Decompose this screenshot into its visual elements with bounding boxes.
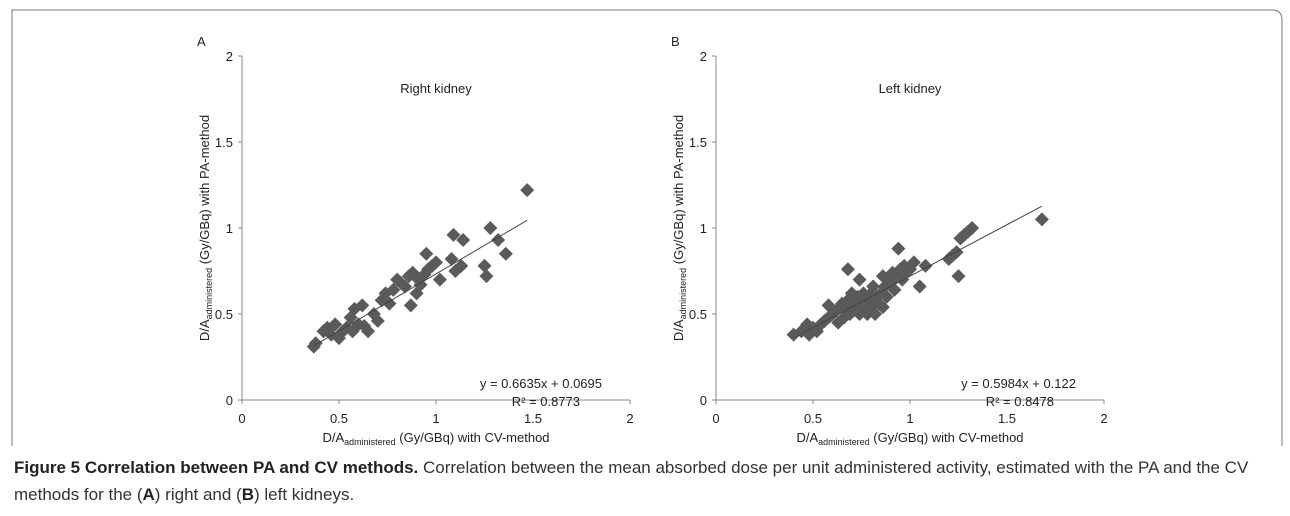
x-tick-label: 0.5 [330,411,348,426]
axis-label-sub: administered [678,268,688,320]
x-tick-label: 1.5 [524,411,542,426]
point [370,313,385,328]
point [498,246,513,261]
point [446,227,461,242]
axis-label-sub: administered [204,268,214,320]
point [879,289,894,304]
caption-text: ) right and ( [154,485,242,504]
point [965,221,980,235]
x-tick-label: 0.5 [804,411,822,426]
point [477,258,492,273]
point [912,279,927,294]
axis-label: D/Aadministered (Gy/GBq) with PA-method [197,115,214,341]
point [403,298,418,313]
trendline [793,205,1043,339]
point [382,296,397,311]
y-tick-label: 0 [226,393,233,408]
y-tick-label: 2 [226,49,233,64]
equation: y = 0.5984x + 0.122 [961,376,1076,391]
point [951,269,966,284]
equation: y = 0.6635x + 0.0695 [480,376,602,391]
point [949,245,964,260]
y-tick-label: 0.5 [689,307,707,322]
y-tick-label: 1 [226,221,233,236]
axis-label-rest: (Gy/GBq) with CV-method [870,430,1024,445]
point [866,279,881,294]
y-tick-label: 1.5 [689,135,707,150]
point [386,282,401,297]
r-squared: R² = 0.8478 [986,394,1054,409]
caption-title: Figure 5 Correlation between PA and CV m… [14,458,419,477]
axis-label-sub: administered [818,437,870,447]
point [429,255,443,270]
y-tick-label: 2 [700,49,707,64]
point [840,262,855,277]
axis-label-main: D/A [197,319,212,341]
caption-ref: B [241,485,255,504]
point [328,317,343,332]
x-tick-label: 1 [432,411,439,426]
point [355,298,370,313]
point [456,233,471,248]
point [454,258,469,273]
panel-letter: A [197,34,206,49]
point [875,300,890,315]
x-tick-label: 0 [712,411,719,426]
axis-label: D/Aadministered (Gy/GBq) with CV-method [796,430,1023,447]
caption-text: Correlation between the mean absorbed do… [14,458,1249,504]
y-tick-label: 0.5 [215,307,233,322]
chart-title: Right kidney [400,81,472,96]
axis-label: D/Aadministered (Gy/GBq) with CV-method [322,430,549,447]
caption-ref: A [142,485,155,504]
x-tick-label: 2 [1100,411,1107,426]
caption: Figure 5 Correlation between PA and CV m… [14,454,1276,508]
point [419,246,434,261]
axis-label-rest: (Gy/GBq) with PA-method [671,115,686,268]
panel-letter: B [671,34,680,49]
point [479,269,494,284]
chart-title: Left kidney [879,81,942,96]
point [1034,212,1049,227]
frame [11,9,1283,446]
x-tick-label: 1 [906,411,913,426]
trendline [313,219,528,347]
point [906,255,921,270]
x-tick-label: 0 [238,411,245,426]
y-tick-label: 0 [700,393,707,408]
x-tick-label: 1.5 [998,411,1016,426]
point [868,307,883,321]
caption-text: ) left kidneys. [254,485,355,504]
point [361,324,376,339]
point [308,336,323,351]
point [852,272,867,287]
y-tick-label: 1.5 [215,135,233,150]
axis-label-main: D/A [671,319,686,341]
y-tick-label: 1 [700,221,707,236]
axis-label-rest: (Gy/GBq) with PA-method [197,115,212,268]
axis-label-main: D/A [322,430,344,445]
axis-label: D/Aadministered (Gy/GBq) with PA-method [671,115,688,341]
point [520,183,535,198]
axis-label-sub: administered [344,437,396,447]
point [491,233,506,248]
x-tick-label: 2 [626,411,633,426]
point [891,241,906,256]
axis-label-rest: (Gy/GBq) with CV-method [396,430,550,445]
point [483,221,498,235]
axis-label-main: D/A [796,430,818,445]
r-squared: R² = 0.8773 [512,394,580,409]
point [432,272,447,287]
